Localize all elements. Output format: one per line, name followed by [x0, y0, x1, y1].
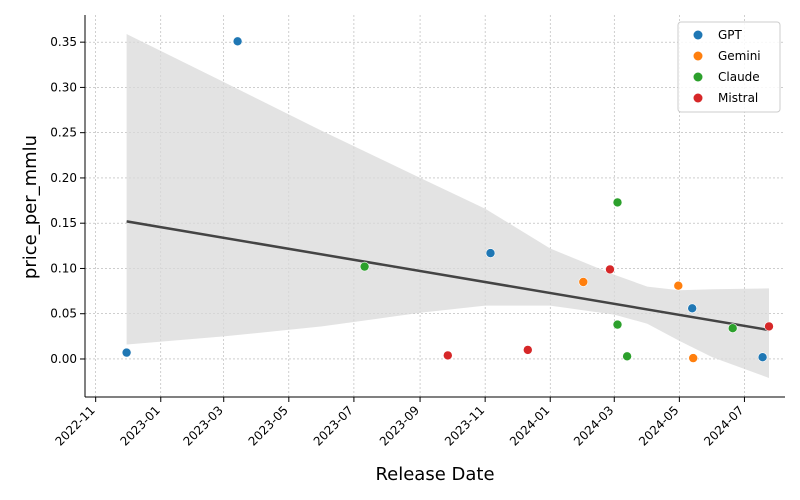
legend-marker-claude [693, 72, 703, 82]
point-gpt [757, 352, 768, 363]
legend-marker-gemini [693, 51, 703, 61]
point-gpt [687, 303, 698, 314]
point-mistral [522, 345, 533, 355]
point-claude [359, 261, 370, 272]
x-tick-label: 2024-05 [636, 403, 681, 448]
x-tick-label: 2023-07 [311, 403, 356, 448]
legend-box [677, 21, 781, 113]
y-tick-label: 0.30 [50, 80, 77, 94]
legend-label-mistral: Mistral [718, 91, 758, 105]
legend-marker-gpt [693, 30, 703, 40]
x-axis-title: Release Date [375, 464, 494, 485]
point-gpt [485, 248, 496, 258]
x-tick-label: 2024-07 [701, 403, 746, 448]
point-claude [727, 323, 738, 334]
y-tick-label: 0.35 [50, 35, 77, 49]
point-claude [612, 197, 623, 208]
confidence-band-area [126, 34, 770, 378]
legend-label-gpt: GPT [718, 28, 743, 42]
legend-label-claude: Claude [718, 70, 760, 84]
confidence-band [126, 34, 770, 378]
x-tick-label: 2023-11 [442, 403, 487, 448]
regression-line [126, 220, 770, 332]
point-claude [612, 319, 623, 330]
point-gemini [578, 277, 589, 287]
point-gpt [121, 347, 132, 358]
point-gemini [688, 353, 699, 363]
x-tick-label: 2023-05 [246, 403, 291, 448]
regression-line-group [126, 220, 770, 332]
point-mistral [442, 350, 453, 361]
y-tick-label: 0.25 [50, 126, 77, 140]
y-tick-label: 0.20 [50, 171, 77, 185]
y-tick-label: 0.00 [50, 352, 77, 366]
point-mistral [764, 321, 774, 332]
legend-label-gemini: Gemini [718, 49, 761, 63]
y-axis-ticks: 0.00 0.05 0.10 0.15 0.20 0.25 0.30 0.35 [50, 35, 85, 366]
x-tick-label: 2023-01 [118, 403, 163, 448]
legend-marker-mistral [693, 93, 703, 103]
x-tick-label: 2022-11 [52, 403, 97, 448]
legend: GPT Gemini Claude Mistral [677, 21, 781, 113]
x-tick-label: 2024-01 [507, 403, 552, 448]
points [121, 36, 774, 363]
point-gemini [673, 280, 684, 291]
axes [84, 15, 785, 398]
x-tick-label: 2024-03 [571, 403, 616, 448]
x-tick-label: 2023-03 [180, 403, 225, 448]
point-mistral [605, 264, 615, 275]
x-tick-label: 2023-09 [377, 403, 422, 448]
y-tick-label: 0.10 [50, 261, 77, 275]
y-tick-label: 0.15 [50, 216, 77, 230]
point-claude [622, 351, 632, 362]
x-axis-ticks: 2022-11 2023-01 2023-03 2023-05 2023-07 2023-… [52, 397, 747, 449]
point-gpt [232, 36, 243, 47]
y-tick-label: 0.05 [50, 307, 77, 321]
y-axis-title: price_per_mmlu [20, 135, 41, 279]
